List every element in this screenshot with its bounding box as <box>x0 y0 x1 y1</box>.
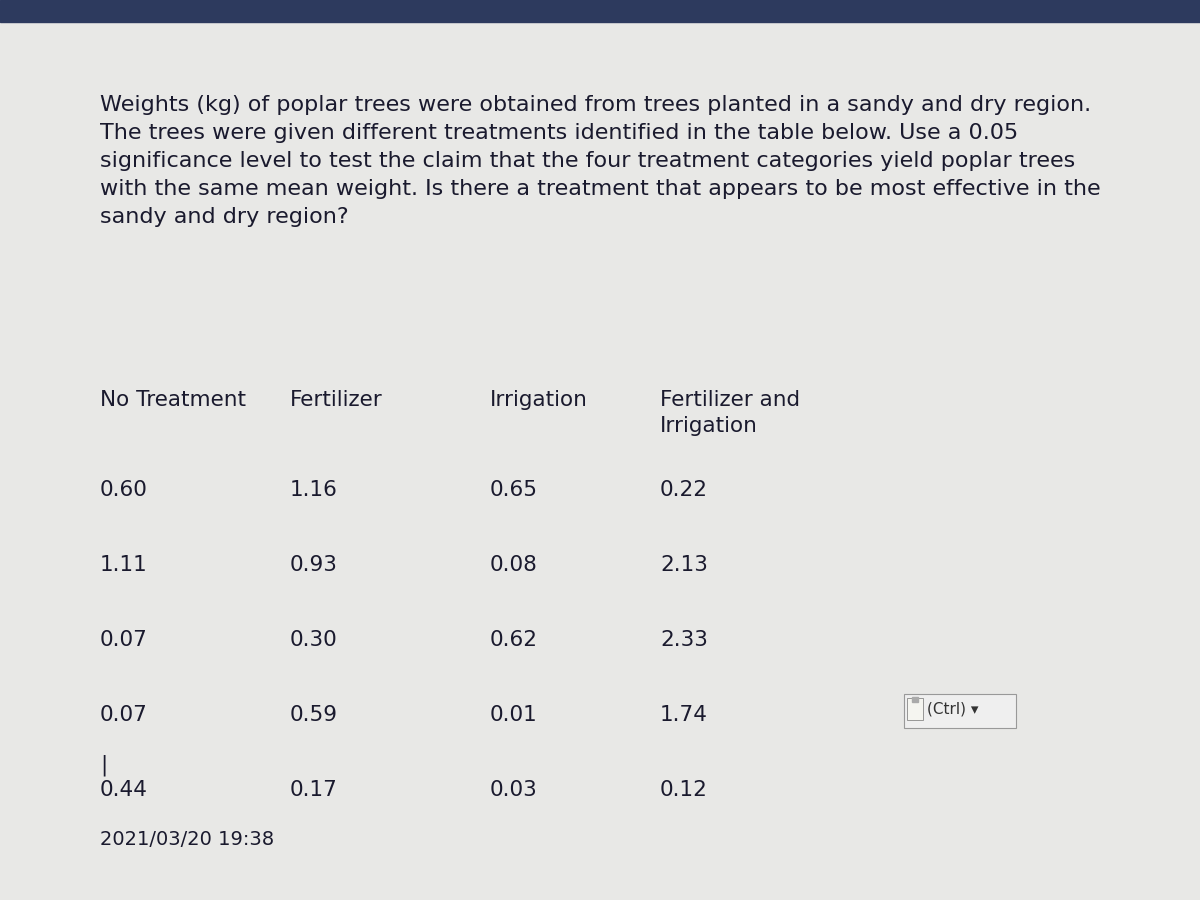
Text: |: | <box>100 755 107 777</box>
Text: 0.30: 0.30 <box>290 630 337 650</box>
Text: 2.33: 2.33 <box>660 630 708 650</box>
Text: 0.59: 0.59 <box>290 705 338 725</box>
Text: 0.93: 0.93 <box>290 555 338 575</box>
Text: 0.07: 0.07 <box>100 705 148 725</box>
Text: (Ctrl) ▾: (Ctrl) ▾ <box>928 702 978 717</box>
Bar <box>912 697 918 702</box>
Text: Irrigation: Irrigation <box>490 390 588 410</box>
FancyBboxPatch shape <box>904 694 1016 728</box>
Bar <box>0 0 1200 22</box>
Text: 0.07: 0.07 <box>100 630 148 650</box>
Text: 1.16: 1.16 <box>290 480 338 500</box>
Text: 2021/03/20 19:38: 2021/03/20 19:38 <box>100 830 274 849</box>
Text: 0.03: 0.03 <box>490 780 538 800</box>
Text: 0.08: 0.08 <box>490 555 538 575</box>
Text: 0.22: 0.22 <box>660 480 708 500</box>
Text: 0.65: 0.65 <box>490 480 538 500</box>
Text: Fertilizer and
Irrigation: Fertilizer and Irrigation <box>660 390 800 436</box>
Text: 0.17: 0.17 <box>290 780 338 800</box>
Text: 0.12: 0.12 <box>660 780 708 800</box>
Text: Fertilizer: Fertilizer <box>290 390 383 410</box>
Text: 1.11: 1.11 <box>100 555 148 575</box>
Text: 0.01: 0.01 <box>490 705 538 725</box>
Text: 0.44: 0.44 <box>100 780 148 800</box>
Text: 2.13: 2.13 <box>660 555 708 575</box>
Text: No Treatment: No Treatment <box>100 390 246 410</box>
Text: 0.62: 0.62 <box>490 630 538 650</box>
Text: 0.60: 0.60 <box>100 480 148 500</box>
Text: 1.74: 1.74 <box>660 705 708 725</box>
Text: Weights (kg) of poplar trees were obtained from trees planted in a sandy and dry: Weights (kg) of poplar trees were obtain… <box>100 95 1100 227</box>
FancyBboxPatch shape <box>907 698 923 720</box>
